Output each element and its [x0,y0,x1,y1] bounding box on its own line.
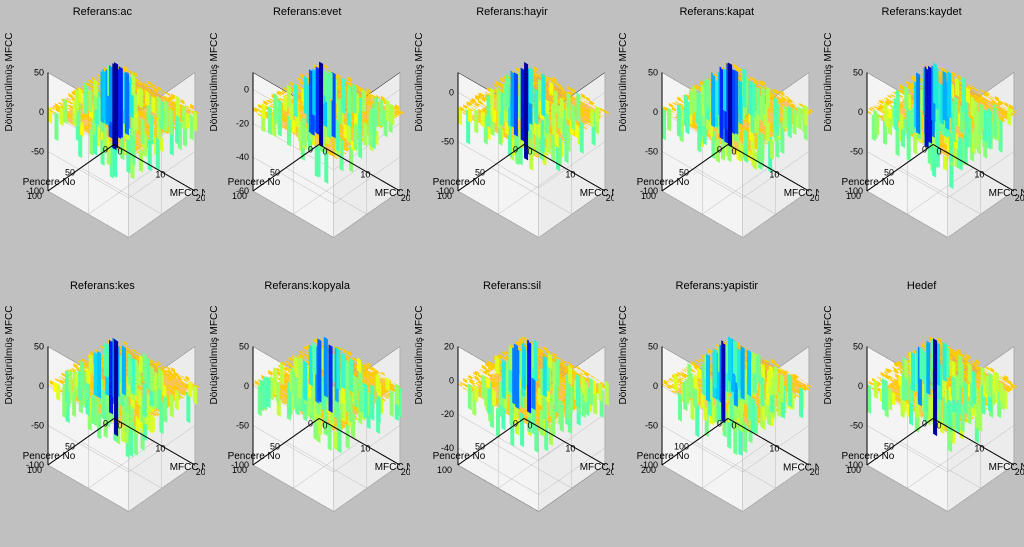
subplot-9: Hedef-100-5005001020050100MFCC NoPencere… [819,274,1024,547]
svg-text:0: 0 [244,84,249,94]
svg-text:0: 0 [937,146,942,156]
surface-plot: -40-2002001020050100MFCC NoPencere No [410,274,615,547]
svg-text:0: 0 [922,144,927,154]
svg-text:0: 0 [103,144,108,154]
subplot-1: Referans:evet-60-40-20001020050100MFCC N… [205,0,410,274]
subplot-8: Referans:yapistir-100-50050010200100200M… [614,274,819,547]
svg-text:0: 0 [513,144,518,154]
svg-text:0: 0 [732,146,737,156]
z-axis-label: Dönüştürülmüş MFCC [823,306,834,405]
svg-text:100: 100 [27,191,42,201]
svg-text:100: 100 [437,191,452,201]
svg-text:-40: -40 [236,152,249,162]
svg-text:100: 100 [232,191,247,201]
surface-plot: -100-5005001020050100MFCC NoPencere No [0,0,205,274]
subplot-2: Referans:hayir-100-50001020050100MFCC No… [410,0,615,274]
svg-text:-50: -50 [645,146,658,156]
svg-text:-50: -50 [31,146,44,156]
svg-text:0: 0 [39,107,44,117]
svg-text:0: 0 [322,146,327,156]
svg-text:-50: -50 [441,137,454,147]
svg-text:MFCC No: MFCC No [170,462,205,473]
svg-text:50: 50 [853,68,863,78]
svg-text:0: 0 [717,144,722,154]
subplot-4: Referans:kaydet-100-5005001020050100MFCC… [819,0,1024,274]
svg-text:Pencere No: Pencere No [432,177,485,188]
svg-text:Pencere No: Pencere No [23,451,76,462]
svg-text:10: 10 [155,443,165,453]
svg-text:0: 0 [858,107,863,117]
svg-text:0: 0 [39,381,44,391]
subplot-6: Referans:kopyala-100-5005001020050100MFC… [205,274,410,547]
svg-text:Pencere No: Pencere No [842,177,895,188]
svg-text:MFCC No: MFCC No [170,188,205,199]
svg-text:50: 50 [648,68,658,78]
z-axis-label: Dönüştürülmüş MFCC [414,32,425,131]
svg-text:10: 10 [360,170,370,180]
svg-text:0: 0 [527,146,532,156]
subplot-0: Referans:ac-100-5005001020050100MFCC NoP… [0,0,205,274]
z-axis-label: Dönüştürülmüş MFCC [414,306,425,405]
z-axis-label: Dönüştürülmüş MFCC [4,32,15,131]
surface-plot: -100-50050010200100200MFCC NoPencere No [614,274,819,547]
surface-plot: -100-5005001020050100MFCC NoPencere No [819,274,1024,547]
svg-text:100: 100 [641,191,656,201]
svg-text:50: 50 [34,68,44,78]
svg-text:0: 0 [118,146,123,156]
svg-text:10: 10 [155,170,165,180]
svg-text:MFCC No: MFCC No [579,188,614,199]
surface-plot: -100-5005001020050100MFCC NoPencere No [614,0,819,274]
svg-text:100: 100 [27,464,42,474]
svg-text:Pencere No: Pencere No [227,177,280,188]
z-axis-label: Dönüştürülmüş MFCC [4,306,15,405]
surface-plot: -60-40-20001020050100MFCC NoPencere No [205,0,410,274]
surface-plot: -100-5005001020050100MFCC NoPencere No [819,0,1024,274]
z-axis-label: Dönüştürülmüş MFCC [618,32,629,131]
svg-text:MFCC No: MFCC No [784,188,819,199]
svg-text:-20: -20 [236,118,249,128]
svg-text:100: 100 [846,191,861,201]
z-axis-label: Dönüştürülmüş MFCC [823,32,834,131]
svg-text:10: 10 [770,170,780,180]
svg-text:MFCC No: MFCC No [375,188,410,199]
svg-text:MFCC No: MFCC No [989,188,1024,199]
svg-text:50: 50 [34,341,44,351]
svg-text:-50: -50 [850,146,863,156]
svg-text:10: 10 [975,170,985,180]
surface-plot: -100-50001020050100MFCC NoPencere No [410,0,615,274]
z-axis-label: Dönüştürülmüş MFCC [618,306,629,405]
z-axis-label: Dönüştürülmüş MFCC [209,32,220,131]
z-axis-label: Dönüştürülmüş MFCC [209,306,220,405]
subplot-3: Referans:kapat-100-5005001020050100MFCC … [614,0,819,274]
subplot-5: Referans:kes-100-5005001020050100MFCC No… [0,274,205,547]
surface-plot: -100-5005001020050100MFCC NoPencere No [0,274,205,547]
svg-text:Pencere No: Pencere No [637,177,690,188]
svg-text:0: 0 [118,420,123,430]
svg-text:0: 0 [653,107,658,117]
svg-text:Pencere No: Pencere No [23,177,76,188]
svg-text:0: 0 [103,418,108,428]
svg-text:0: 0 [449,87,454,97]
svg-text:10: 10 [565,170,575,180]
subplot-7: Referans:sil-40-2002001020050100MFCC NoP… [410,274,615,547]
svg-text:-50: -50 [31,420,44,430]
svg-text:0: 0 [308,144,313,154]
surface-plot: -100-5005001020050100MFCC NoPencere No [205,274,410,547]
